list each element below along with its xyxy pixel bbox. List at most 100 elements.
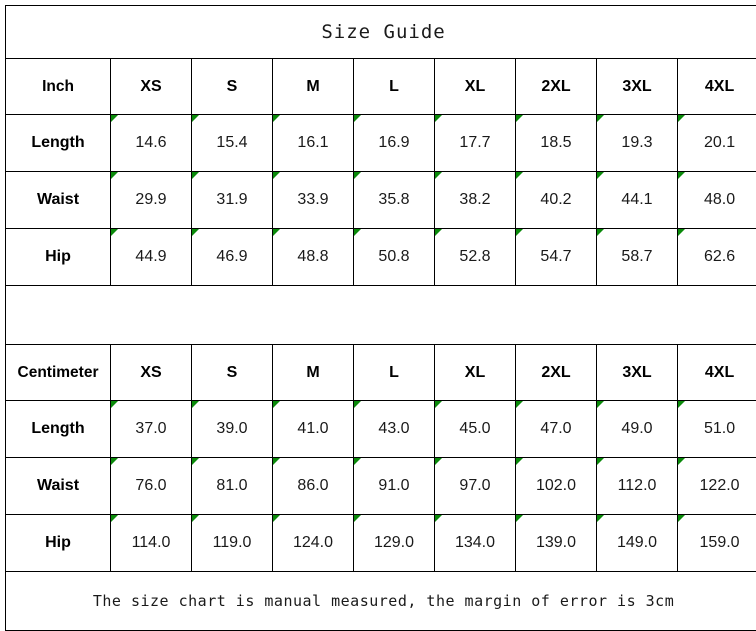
footer-row: The size chart is manual measured, the m… xyxy=(6,572,756,631)
cell-cm-waist-4xl: 122.0 xyxy=(678,458,756,515)
cell-inch-hip-3xl: 58.7 xyxy=(597,229,678,286)
page-title: Size Guide xyxy=(6,6,756,59)
comment-flag-icon xyxy=(273,229,280,236)
comment-flag-icon xyxy=(435,229,442,236)
table-row: Hip 114.0 119.0 124.0 129.0 134.0 139.0 … xyxy=(6,515,756,572)
comment-flag-icon xyxy=(273,515,280,522)
size-header-xs: XS xyxy=(111,345,192,401)
cell-value: 139.0 xyxy=(536,534,576,551)
cell-inch-waist-xl: 38.2 xyxy=(435,172,516,229)
cell-inch-length-xl: 17.7 xyxy=(435,115,516,172)
size-guide-body: Size Guide Inch XS S M L XL 2XL 3XL 4XL … xyxy=(6,6,756,631)
comment-flag-icon xyxy=(111,172,118,179)
cell-cm-hip-m: 124.0 xyxy=(273,515,354,572)
comment-flag-icon xyxy=(597,515,604,522)
comment-flag-icon xyxy=(435,172,442,179)
cell-value: 18.5 xyxy=(540,134,571,151)
cell-value: 19.3 xyxy=(621,134,652,151)
cell-value: 52.8 xyxy=(459,248,490,265)
cell-value: 39.0 xyxy=(216,420,247,437)
size-header-3xl: 3XL xyxy=(597,345,678,401)
cell-value: 49.0 xyxy=(621,420,652,437)
cell-value: 14.6 xyxy=(135,134,166,151)
spacer-row xyxy=(6,286,756,345)
comment-flag-icon xyxy=(597,458,604,465)
cell-cm-hip-4xl: 159.0 xyxy=(678,515,756,572)
cell-cm-hip-3xl: 149.0 xyxy=(597,515,678,572)
cell-value: 41.0 xyxy=(297,420,328,437)
cell-inch-waist-m: 33.9 xyxy=(273,172,354,229)
cell-cm-waist-l: 91.0 xyxy=(354,458,435,515)
cell-value: 134.0 xyxy=(455,534,495,551)
cell-value: 114.0 xyxy=(132,534,171,551)
comment-flag-icon xyxy=(516,172,523,179)
comment-flag-icon xyxy=(111,401,118,408)
cell-inch-waist-4xl: 48.0 xyxy=(678,172,756,229)
cell-value: 48.0 xyxy=(704,191,735,208)
cell-cm-length-s: 39.0 xyxy=(192,401,273,458)
comment-flag-icon xyxy=(516,515,523,522)
comment-flag-icon xyxy=(192,115,199,122)
cell-inch-length-l: 16.9 xyxy=(354,115,435,172)
comment-flag-icon xyxy=(516,458,523,465)
comment-flag-icon xyxy=(273,458,280,465)
comment-flag-icon xyxy=(273,115,280,122)
size-header-m: M xyxy=(273,59,354,115)
cell-value: 38.2 xyxy=(459,191,490,208)
cell-value: 129.0 xyxy=(374,534,414,551)
comment-flag-icon xyxy=(597,229,604,236)
cell-inch-hip-4xl: 62.6 xyxy=(678,229,756,286)
comment-flag-icon xyxy=(354,401,361,408)
cell-inch-length-2xl: 18.5 xyxy=(516,115,597,172)
cell-cm-waist-2xl: 102.0 xyxy=(516,458,597,515)
size-header-2xl: 2XL xyxy=(516,345,597,401)
comment-flag-icon xyxy=(435,401,442,408)
spacer-cell xyxy=(6,286,756,345)
cell-value: 43.0 xyxy=(378,420,409,437)
unit-label-centimeter: Centimeter xyxy=(6,345,111,401)
cell-value: 37.0 xyxy=(135,420,166,437)
cell-value: 16.1 xyxy=(297,134,328,151)
cell-value: 76.0 xyxy=(135,477,166,494)
comment-flag-icon xyxy=(273,401,280,408)
cell-inch-hip-l: 50.8 xyxy=(354,229,435,286)
comment-flag-icon xyxy=(678,515,685,522)
comment-flag-icon xyxy=(597,172,604,179)
comment-flag-icon xyxy=(192,515,199,522)
cell-inch-hip-xs: 44.9 xyxy=(111,229,192,286)
table-row: Length 14.6 15.4 16.1 16.9 17.7 18.5 19.… xyxy=(6,115,756,172)
size-header-3xl: 3XL xyxy=(597,59,678,115)
cell-value: 48.8 xyxy=(297,248,328,265)
size-header-2xl: 2XL xyxy=(516,59,597,115)
cell-value: 46.9 xyxy=(216,248,247,265)
row-label-hip: Hip xyxy=(6,515,111,572)
cell-value: 45.0 xyxy=(459,420,490,437)
cell-cm-length-l: 43.0 xyxy=(354,401,435,458)
comment-flag-icon xyxy=(597,401,604,408)
size-header-s: S xyxy=(192,345,273,401)
cell-value: 119.0 xyxy=(213,534,252,551)
cell-value: 149.0 xyxy=(617,534,657,551)
comment-flag-icon xyxy=(354,515,361,522)
table-row: Waist 29.9 31.9 33.9 35.8 38.2 40.2 44.1… xyxy=(6,172,756,229)
size-header-s: S xyxy=(192,59,273,115)
cell-value: 31.9 xyxy=(216,191,247,208)
size-header-m: M xyxy=(273,345,354,401)
size-header-xl: XL xyxy=(435,59,516,115)
cell-cm-length-xs: 37.0 xyxy=(111,401,192,458)
cell-cm-waist-3xl: 112.0 xyxy=(597,458,678,515)
cell-inch-length-m: 16.1 xyxy=(273,115,354,172)
comment-flag-icon xyxy=(435,115,442,122)
comment-flag-icon xyxy=(273,172,280,179)
size-header-4xl: 4XL xyxy=(678,345,756,401)
cell-value: 44.1 xyxy=(621,191,652,208)
cell-inch-waist-3xl: 44.1 xyxy=(597,172,678,229)
cell-inch-hip-2xl: 54.7 xyxy=(516,229,597,286)
cell-inch-hip-xl: 52.8 xyxy=(435,229,516,286)
cell-value: 16.9 xyxy=(378,134,409,151)
comment-flag-icon xyxy=(678,401,685,408)
cell-value: 58.7 xyxy=(621,248,652,265)
comment-flag-icon xyxy=(678,458,685,465)
comment-flag-icon xyxy=(516,229,523,236)
header-row-centimeter: Centimeter XS S M L XL 2XL 3XL 4XL xyxy=(6,345,756,401)
